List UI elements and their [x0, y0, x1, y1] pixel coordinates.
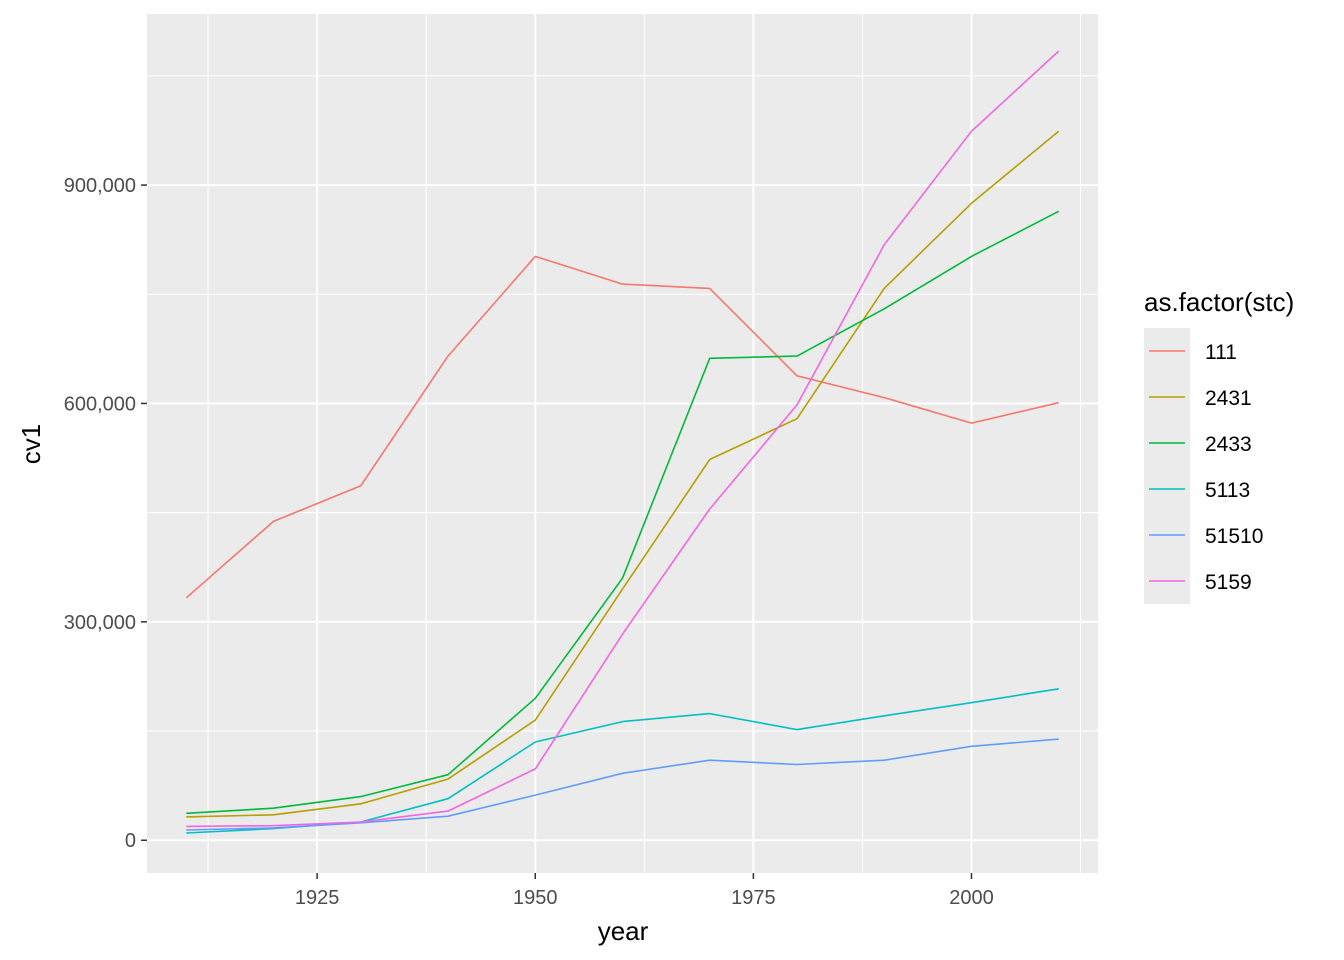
legend-label-111: 111 — [1205, 341, 1237, 364]
legend-label-51510: 51510 — [1205, 525, 1263, 548]
series-lines — [185, 50, 1060, 834]
legend-label-5159: 5159 — [1205, 571, 1252, 594]
legend-label-2431: 2431 — [1205, 387, 1252, 410]
x-tick-label: 2000 — [949, 887, 994, 909]
y-tick-label: 900,000 — [64, 175, 136, 197]
legend-label-5113: 5113 — [1205, 479, 1250, 502]
y-tick-label: 0 — [125, 830, 136, 852]
series-line-111 — [185, 255, 1059, 599]
x-axis: 1925 1950 1975 2000 — [295, 873, 994, 909]
x-tick-label: 1925 — [295, 887, 340, 909]
series-line-5159 — [186, 50, 1060, 828]
y-tick-label: 300,000 — [64, 612, 136, 634]
major-gridlines — [147, 14, 1098, 873]
legend: as.factor(stc) 111 2431 2433 5113 51510 5159 — [1144, 287, 1294, 604]
plot-panel — [147, 14, 1098, 873]
series-line-2433 — [186, 210, 1060, 815]
series-line-51510 — [186, 738, 1059, 831]
y-axis: 0 300,000 600,000 900,000 — [64, 175, 147, 852]
y-axis-title: cv1 — [16, 424, 46, 464]
minor-gridlines — [147, 14, 1098, 873]
legend-label-2433: 2433 — [1205, 433, 1252, 456]
y-tick-label: 600,000 — [64, 393, 136, 415]
legend-title: as.factor(stc) — [1144, 287, 1294, 317]
x-tick-label: 1950 — [513, 887, 558, 909]
legend-items: 111 2431 2433 5113 51510 5159 — [1149, 341, 1263, 594]
x-axis-title: year — [598, 916, 649, 946]
legend-key-background — [1144, 328, 1190, 604]
x-tick-label: 1975 — [731, 887, 776, 909]
series-line-2431 — [186, 130, 1060, 818]
